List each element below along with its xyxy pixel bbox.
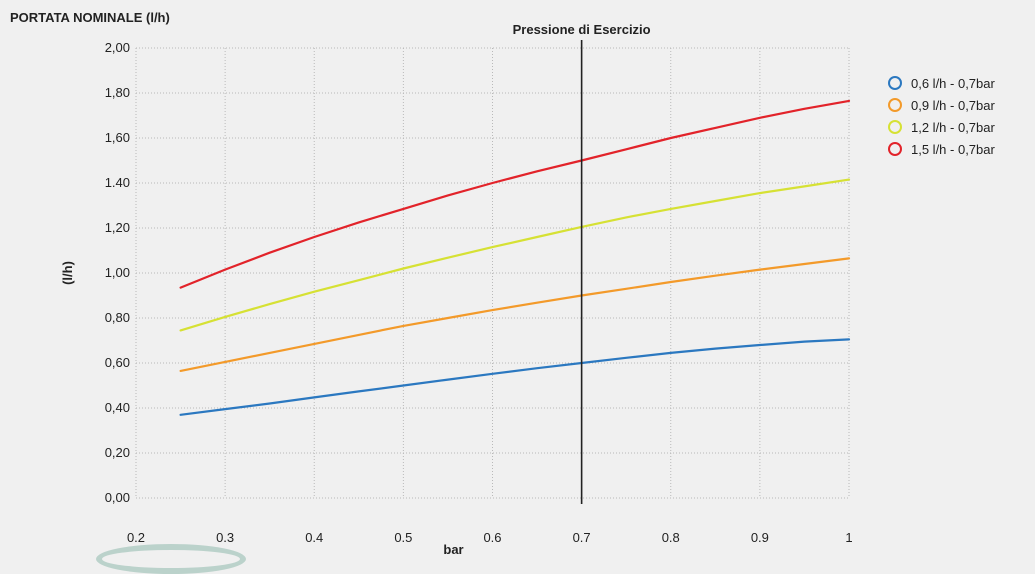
series-line-1 bbox=[179, 257, 851, 372]
x-tick-label: 0.4 bbox=[305, 530, 323, 545]
series-line-3 bbox=[179, 99, 851, 289]
x-tick-label: 0.6 bbox=[483, 530, 501, 545]
x-tick-label: 0.7 bbox=[573, 530, 591, 545]
legend-item-2[interactable]: 1,2 l/h - 0,7bar bbox=[888, 116, 995, 138]
y-tick-label: 0,80 bbox=[105, 310, 130, 325]
legend-swatch-icon bbox=[888, 98, 902, 112]
y-tick-label: 1,20 bbox=[105, 220, 130, 235]
legend-label: 1,2 l/h - 0,7bar bbox=[911, 119, 995, 135]
y-tick-label: 1.40 bbox=[105, 175, 130, 190]
x-tick-label: 0.9 bbox=[751, 530, 769, 545]
y-tick-label: 0,00 bbox=[105, 490, 130, 505]
x-tick-label: 0.3 bbox=[216, 530, 234, 545]
legend-label: 0,9 l/h - 0,7bar bbox=[911, 97, 995, 113]
x-axis-title: bar bbox=[443, 542, 463, 557]
legend: 0,6 l/h - 0,7bar 0,9 l/h - 0,7bar 1,2 l/h … bbox=[888, 72, 995, 160]
y-tick-label: 1,60 bbox=[105, 130, 130, 145]
legend-label: 0,6 l/h - 0,7bar bbox=[911, 75, 995, 91]
legend-item-3[interactable]: 1,5 l/h - 0,7bar bbox=[888, 138, 995, 160]
legend-item-0[interactable]: 0,6 l/h - 0,7bar bbox=[888, 72, 995, 94]
chart: 0,00 0,20 0,40 0,60 0,80 1,00 1,20 1.40 1,60 1,80… bbox=[60, 22, 853, 557]
y-tick-label: 2,00 bbox=[105, 40, 130, 55]
x-tick-label: 0.5 bbox=[394, 530, 412, 545]
y-tick-label: 0,20 bbox=[105, 445, 130, 460]
axes: 0,00 0,20 0,40 0,60 0,80 1,00 1,20 1.40 1,60 1,80… bbox=[60, 40, 853, 557]
logo-fragment bbox=[96, 544, 246, 574]
x-tick-label: 1 bbox=[845, 530, 852, 545]
legend-swatch-icon bbox=[888, 120, 902, 134]
legend-swatch-icon bbox=[888, 142, 902, 156]
series-line-2 bbox=[179, 178, 851, 332]
y-tick-label: 1,80 bbox=[105, 85, 130, 100]
legend-item-1[interactable]: 0,9 l/h - 0,7bar bbox=[888, 94, 995, 116]
y-tick-label: 0,60 bbox=[105, 355, 130, 370]
reference-line-label: Pressione di Esercizio bbox=[513, 22, 651, 37]
legend-label: 1,5 l/h - 0,7bar bbox=[911, 141, 995, 157]
x-tick-label: 0.2 bbox=[127, 530, 145, 545]
legend-swatch-icon bbox=[888, 76, 902, 90]
series-lines bbox=[179, 99, 851, 416]
series-line-0 bbox=[179, 338, 851, 416]
page-title: PORTATA NOMINALE (l/h) bbox=[10, 10, 170, 25]
y-tick-label: 1,00 bbox=[105, 265, 130, 280]
x-tick-label: 0.8 bbox=[662, 530, 680, 545]
reference-line-group: Pressione di Esercizio bbox=[513, 22, 651, 504]
y-tick-label: 0,40 bbox=[105, 400, 130, 415]
y-axis-title: (l/h) bbox=[60, 261, 75, 285]
